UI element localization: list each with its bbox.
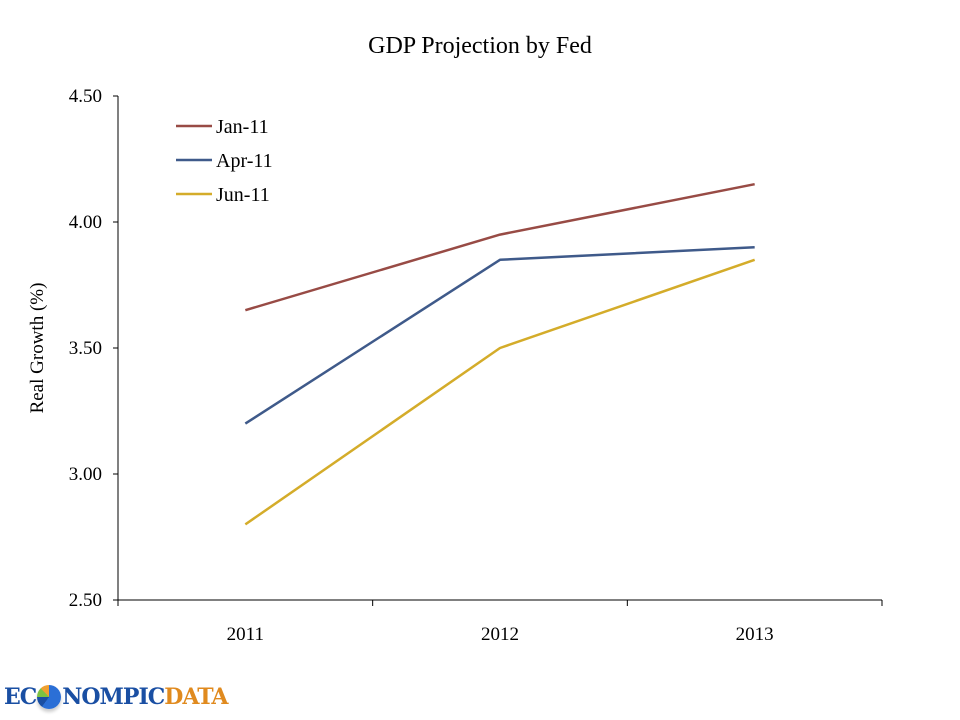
legend-label-jan-11: Jan-11 xyxy=(216,116,269,138)
series-line-jun-11 xyxy=(244,258,756,526)
axes xyxy=(113,95,883,606)
logo-text-nompic: NOMPIC xyxy=(62,684,165,710)
logo-text-ec: EC xyxy=(4,684,37,710)
x-tick-label: 2013 xyxy=(736,624,774,645)
series-line-apr-11 xyxy=(244,245,755,425)
legend-label-jun-11: Jun-11 xyxy=(216,184,270,206)
series-line-jan-11 xyxy=(244,182,755,312)
y-tick-label: 4.50 xyxy=(69,86,102,107)
y-tick-label: 4.00 xyxy=(69,212,102,233)
logo-text-data: DATA xyxy=(164,684,228,710)
chart-title: GDP Projection by Fed xyxy=(368,33,592,59)
x-tick-labels: 2011 2012 2013 xyxy=(227,624,774,645)
y-tick-label: 3.00 xyxy=(69,464,102,485)
y-tick-label: 3.50 xyxy=(69,338,102,359)
economicdata-logo: EC NOMPIC DATA xyxy=(4,682,228,712)
series-lines xyxy=(244,182,756,526)
y-tick-label: 2.50 xyxy=(69,590,102,611)
pie-globe-icon xyxy=(37,685,62,709)
legend-label-apr-11: Apr-11 xyxy=(216,150,273,172)
y-axis-label: Real Growth (%) xyxy=(27,283,48,414)
x-tick-label: 2012 xyxy=(481,624,519,645)
x-tick-label: 2011 xyxy=(227,624,264,645)
y-tick-labels: 2.50 3.00 3.50 4.00 4.50 xyxy=(69,86,102,611)
legend: Jan-11 Apr-11 Jun-11 xyxy=(176,116,273,206)
